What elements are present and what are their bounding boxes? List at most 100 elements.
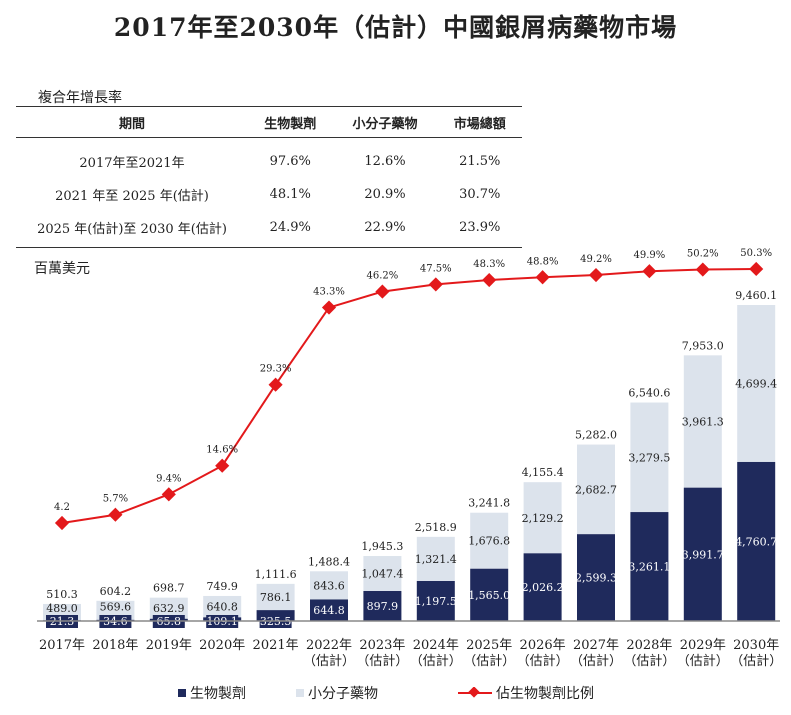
share-label: 9.4% — [156, 473, 181, 484]
x-tick-label: （估計） — [677, 653, 729, 669]
bar-biologics — [523, 553, 562, 621]
bar-biologics — [577, 534, 615, 621]
share-point — [695, 262, 710, 277]
share-label: 4.2 — [54, 502, 70, 513]
bar-small-molecule — [416, 536, 455, 581]
legend-swatch-small-molecule — [296, 689, 304, 697]
legend-biologics: 生物製劑 — [178, 683, 246, 703]
small-molecule-label: 786.1 — [260, 591, 292, 604]
share-point — [535, 270, 550, 285]
small-molecule-label: 843.6 — [313, 579, 345, 592]
x-tick-label: （估計） — [517, 653, 569, 669]
bar-small-molecule — [683, 355, 722, 488]
cell: 2021 年至 2025 年(估計) — [55, 189, 209, 204]
x-tick-label: （估計） — [356, 653, 408, 669]
legend-label: 生物製劑 — [190, 686, 246, 702]
biologics-label: 3,991.7 — [682, 548, 724, 561]
share-label: 5.7% — [103, 494, 128, 505]
small-molecule-label: 569.6 — [100, 600, 132, 613]
legend-swatch-biologics — [178, 689, 186, 697]
x-tick-label: 2030年 — [733, 638, 779, 653]
share-label: 47.5% — [420, 263, 452, 274]
legend-label: 小分子藥物 — [308, 686, 378, 702]
small-molecule-label: 1,047.4 — [361, 568, 403, 581]
total-label: 510.3 — [46, 588, 78, 601]
total-label: 6,540.6 — [628, 387, 670, 400]
share-label: 50.3% — [740, 248, 772, 259]
x-tick-label: 2021年 — [253, 638, 299, 653]
share-line — [61, 267, 757, 524]
x-tick-label: 2028年 — [626, 638, 672, 653]
small-molecule-label: 3,961.3 — [682, 416, 724, 429]
x-tick-label: （估計） — [730, 653, 782, 669]
x-tick-label: （估計） — [570, 653, 622, 669]
header-total: 市場總額 — [437, 106, 522, 138]
total-label: 1,945.3 — [361, 540, 403, 553]
bar-biologics — [416, 580, 455, 621]
cell: 23.9% — [437, 211, 522, 248]
cell: 97.6% — [269, 154, 311, 169]
x-tick-label: 2023年 — [359, 638, 405, 653]
total-label: 3,241.8 — [468, 497, 510, 510]
cell: 2025 年(估計)至 2030 年(估計) — [16, 211, 248, 248]
small-molecule-label: 1,321.4 — [415, 553, 457, 566]
bar-biologics — [683, 487, 722, 621]
cell: 2017年至2021年 — [79, 156, 185, 171]
cell: 30.7% — [459, 187, 501, 202]
bar-biologics — [310, 599, 348, 621]
share-point — [482, 272, 497, 288]
small-molecule-label: 632.9 — [153, 602, 185, 615]
bar-small-molecule — [363, 556, 402, 592]
bar-biologics — [630, 512, 669, 621]
x-tick-label: 2026年 — [520, 638, 566, 653]
small-molecule-label: 1,676.8 — [468, 535, 510, 548]
cell: 12.6% — [364, 154, 406, 169]
total-label: 9,460.1 — [735, 289, 777, 302]
share-point — [54, 515, 70, 531]
total-label: 1,488.4 — [308, 555, 350, 568]
x-tick-label: 2020年 — [199, 638, 245, 653]
biologics-label: 2,599.3 — [575, 572, 617, 585]
share-label: 49.9% — [634, 250, 666, 261]
biologics-label: 897.9 — [367, 600, 399, 613]
total-label: 1,111.6 — [255, 568, 297, 581]
share-label: 48.3% — [473, 259, 505, 270]
biologics-label: 1,197.5 — [415, 595, 457, 608]
total-label: 4,155.4 — [522, 466, 564, 479]
share-label: 49.2% — [580, 254, 612, 265]
x-tick-label: 2025年 — [466, 638, 512, 653]
x-tick-label: （估計） — [463, 653, 515, 669]
small-molecule-label: 489.0 — [46, 602, 78, 615]
bar-small-molecule — [256, 583, 295, 611]
bar-small-molecule — [577, 444, 615, 535]
bar-biologics — [470, 568, 509, 621]
share-point — [161, 487, 176, 502]
share-point — [749, 261, 764, 277]
cell: 21.5% — [459, 154, 501, 169]
x-tick-label: 2017年 — [39, 638, 85, 653]
share-point — [375, 284, 390, 299]
total-label: 5,282.0 — [575, 429, 617, 442]
x-tick-label: 2019年 — [146, 638, 192, 653]
header-period: 期間 — [16, 106, 248, 138]
share-point — [321, 300, 337, 315]
total-label: 2,518.9 — [415, 521, 457, 534]
bar-small-molecule — [310, 571, 348, 600]
page-title: 2017年至2030年（估計）中國銀屑病藥物市場 — [113, 13, 678, 42]
unit-label: 百萬美元 — [34, 261, 90, 277]
cagr-table: 期間 生物製劑 小分子藥物 市場總額 2017年至2021年 97.6% 12.6%… — [16, 106, 522, 248]
cagr-label: 複合年增長率 — [38, 90, 122, 106]
share-label: 14.6% — [206, 445, 238, 456]
small-molecule-label: 4,699.4 — [735, 377, 777, 390]
share-point — [642, 264, 657, 279]
share-point — [108, 507, 123, 522]
cell: 24.9% — [248, 211, 333, 248]
x-tick-label: 2027年 — [573, 638, 619, 653]
bar-small-molecule — [523, 482, 562, 554]
legend-small-molecule: 小分子藥物 — [296, 683, 378, 703]
cell: 48.1% — [269, 187, 311, 202]
bar-small-molecule — [737, 304, 776, 462]
bar-small-molecule — [630, 402, 669, 513]
